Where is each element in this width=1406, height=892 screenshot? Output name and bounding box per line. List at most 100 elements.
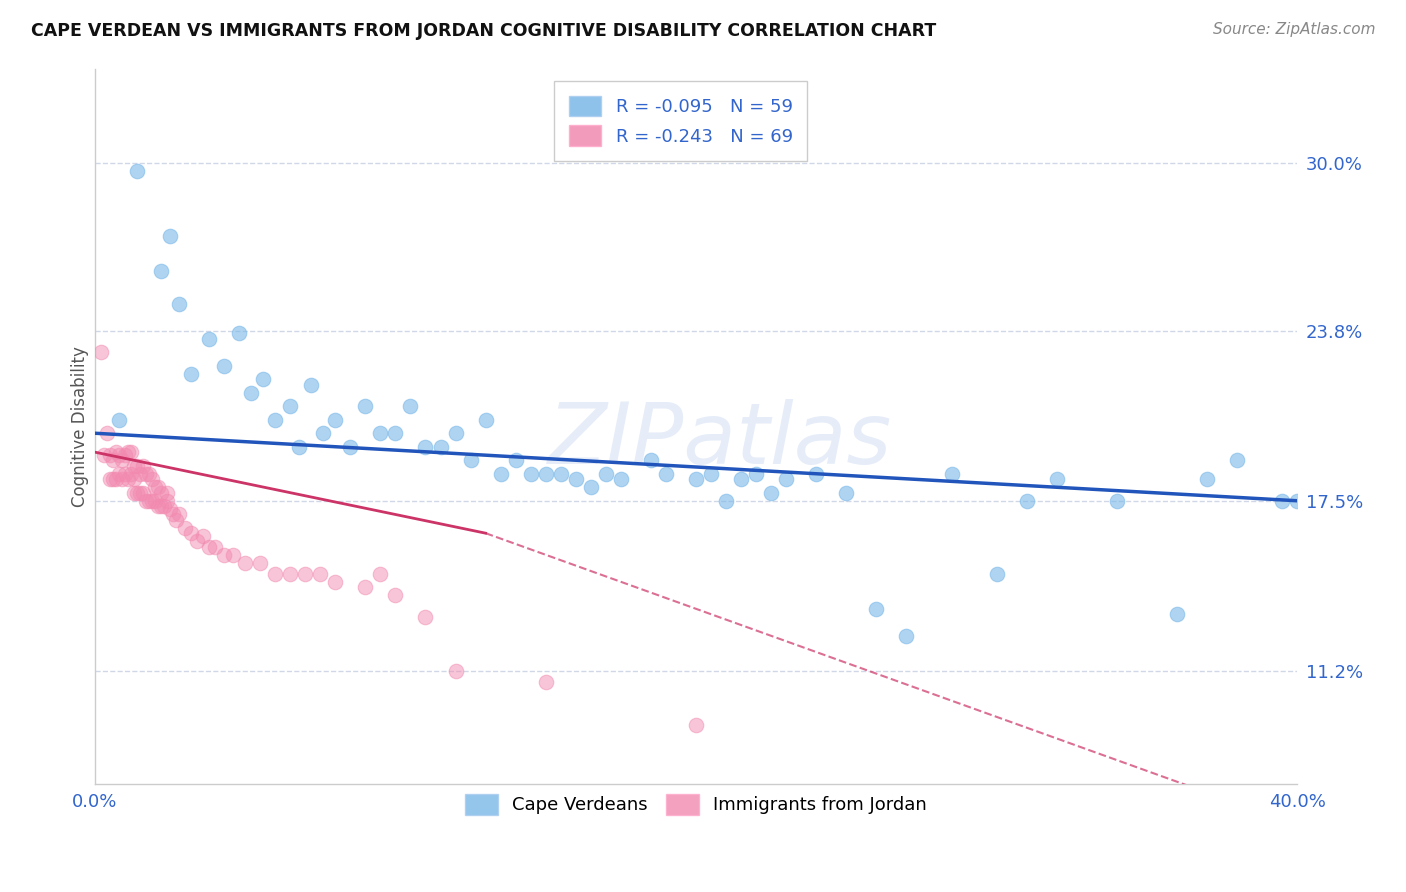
Point — [399, 399, 422, 413]
Point — [415, 440, 437, 454]
Point — [775, 472, 797, 486]
Point — [108, 413, 131, 427]
Point — [579, 480, 602, 494]
Point — [104, 472, 127, 486]
Point — [444, 664, 467, 678]
Point — [384, 426, 406, 441]
Point — [941, 467, 963, 481]
Point — [278, 399, 301, 413]
Point — [323, 413, 346, 427]
Point — [550, 467, 572, 481]
Point — [111, 472, 134, 486]
Text: Source: ZipAtlas.com: Source: ZipAtlas.com — [1212, 22, 1375, 37]
Point — [159, 501, 181, 516]
Point — [240, 385, 263, 400]
Point — [132, 458, 155, 473]
Point — [153, 499, 176, 513]
Point — [143, 493, 166, 508]
Point — [108, 467, 131, 481]
Point — [149, 485, 172, 500]
Point — [98, 448, 121, 462]
Point — [745, 467, 768, 481]
Text: CAPE VERDEAN VS IMMIGRANTS FROM JORDAN COGNITIVE DISABILITY CORRELATION CHART: CAPE VERDEAN VS IMMIGRANTS FROM JORDAN C… — [31, 22, 936, 40]
Point — [122, 485, 145, 500]
Point — [460, 453, 482, 467]
Point — [149, 264, 172, 278]
Point — [1046, 472, 1069, 486]
Point — [125, 458, 148, 473]
Point — [489, 467, 512, 481]
Point — [128, 485, 150, 500]
Point — [264, 566, 287, 581]
Point — [278, 566, 301, 581]
Point — [640, 453, 662, 467]
Point — [1015, 493, 1038, 508]
Point — [565, 472, 588, 486]
Point — [120, 445, 142, 459]
Point — [370, 426, 392, 441]
Point — [288, 440, 311, 454]
Point — [117, 472, 139, 486]
Point — [323, 574, 346, 589]
Point — [125, 164, 148, 178]
Point — [138, 467, 160, 481]
Point — [730, 472, 752, 486]
Point — [191, 529, 214, 543]
Point — [141, 493, 163, 508]
Point — [117, 445, 139, 459]
Point — [146, 480, 169, 494]
Point — [299, 377, 322, 392]
Point — [1226, 453, 1249, 467]
Point — [108, 448, 131, 462]
Point — [165, 513, 187, 527]
Point — [865, 602, 887, 616]
Point — [156, 485, 179, 500]
Point — [132, 485, 155, 500]
Point — [354, 399, 377, 413]
Point — [125, 485, 148, 500]
Point — [159, 229, 181, 244]
Point — [180, 526, 202, 541]
Point — [534, 674, 557, 689]
Point — [204, 540, 226, 554]
Point — [685, 472, 707, 486]
Point — [135, 493, 157, 508]
Point — [249, 556, 271, 570]
Point — [595, 467, 617, 481]
Point — [354, 580, 377, 594]
Point — [146, 499, 169, 513]
Point — [122, 458, 145, 473]
Point — [519, 467, 541, 481]
Point — [835, 485, 858, 500]
Point — [167, 296, 190, 310]
Point — [294, 566, 316, 581]
Point — [370, 566, 392, 581]
Point — [474, 413, 496, 427]
Legend: Cape Verdeans, Immigrants from Jordan: Cape Verdeans, Immigrants from Jordan — [454, 783, 938, 825]
Point — [339, 440, 361, 454]
Point — [312, 426, 335, 441]
Point — [114, 448, 136, 462]
Point — [1286, 493, 1309, 508]
Point — [761, 485, 783, 500]
Point — [505, 453, 527, 467]
Point — [212, 548, 235, 562]
Point — [122, 472, 145, 486]
Point — [429, 440, 451, 454]
Text: ZIPatlas: ZIPatlas — [548, 400, 893, 483]
Point — [415, 610, 437, 624]
Point — [180, 367, 202, 381]
Point — [138, 493, 160, 508]
Point — [610, 472, 633, 486]
Point — [1166, 607, 1188, 622]
Point — [986, 566, 1008, 581]
Point — [186, 534, 208, 549]
Point — [222, 548, 245, 562]
Point — [141, 472, 163, 486]
Point — [104, 445, 127, 459]
Point — [1197, 472, 1219, 486]
Point — [149, 499, 172, 513]
Point — [174, 521, 197, 535]
Point — [228, 326, 250, 341]
Point — [167, 508, 190, 522]
